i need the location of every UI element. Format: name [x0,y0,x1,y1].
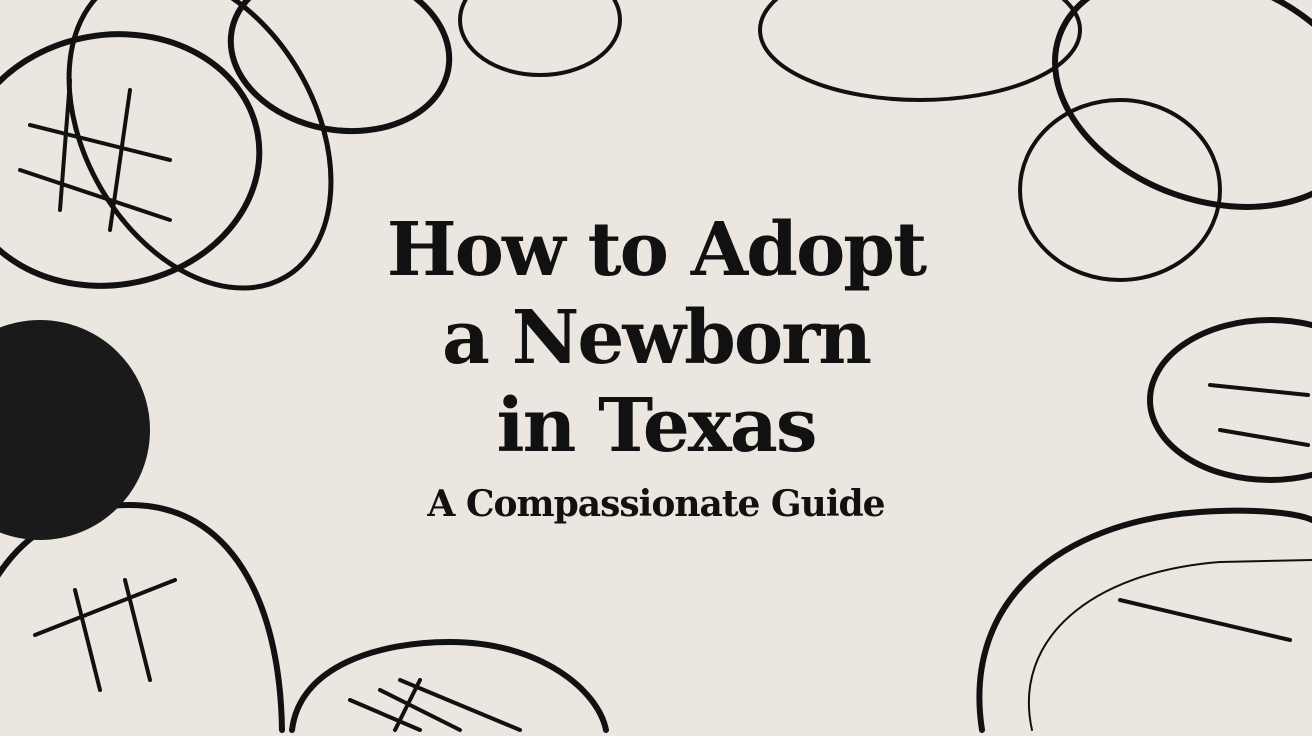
title-line-3: in Texas [496,383,817,469]
title-line-2: a Newborn [441,295,872,381]
scribble-fill [0,320,150,540]
doodle-oval [976,507,1312,733]
doodle-oval [1027,559,1312,731]
doodle-oval [227,0,453,135]
doodle-oval [758,0,1082,102]
doodle-oval [66,0,334,291]
doodle-oval [458,0,622,77]
subtitle: A Compassionate Guide [427,483,885,525]
doodle-oval [1018,98,1222,282]
doodle-oval [0,31,263,289]
doodle-oval [1052,0,1312,210]
doodle-oval [0,501,285,733]
title-line-1: How to Adopt [386,207,927,293]
doodle-oval [1147,317,1312,483]
doodle-oval [289,638,609,733]
